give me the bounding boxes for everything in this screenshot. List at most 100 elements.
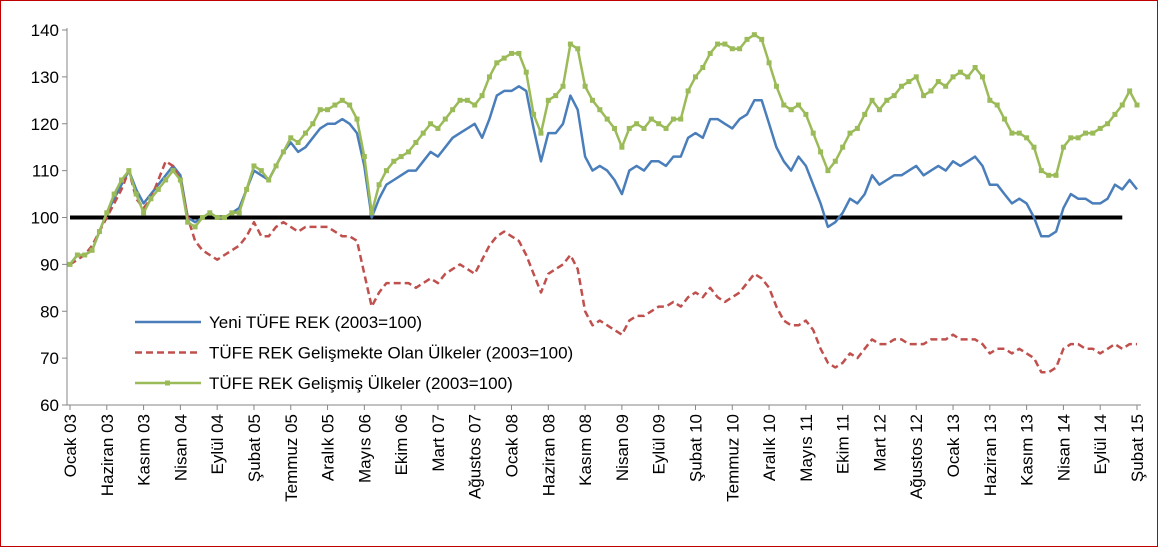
legend-label: TÜFE REK Gelişmiş Ülkeler (2003=100) [209,374,513,393]
series-marker [89,247,95,253]
x-tick-label: Ocak 08 [503,414,522,477]
series-marker [1097,125,1103,131]
series-marker [773,83,779,89]
series-line [69,160,1137,374]
series-marker [1002,116,1008,122]
y-tick-label: 100 [31,209,59,228]
series-marker [104,210,110,216]
series-marker [302,130,308,136]
series-marker [244,186,250,192]
series-marker [796,102,802,108]
series-marker [663,125,669,131]
series-marker [678,116,684,122]
series-marker [884,97,890,103]
series-marker [325,107,331,113]
y-tick-label: 110 [32,162,59,181]
series-marker [1127,88,1133,94]
y-tick-label: 60 [40,396,59,415]
series-marker [803,111,809,117]
series-marker [943,83,949,89]
legend-label: Yeni TÜFE REK (2003=100) [209,313,422,332]
series-marker [464,97,470,103]
series-marker [553,93,559,99]
series-marker [766,60,772,66]
series-marker [523,69,529,75]
series-marker [280,149,286,155]
series-marker [744,36,750,42]
series-marker [1105,121,1111,127]
series-marker [67,261,73,267]
series-marker [1046,172,1052,178]
series-marker [597,107,603,113]
series-marker [1031,144,1037,150]
series-marker [133,191,139,197]
series-marker [494,60,500,66]
series-marker [656,121,662,127]
x-tick-label: Haziran 13 [981,414,1000,496]
series-marker [207,210,213,216]
series-marker [457,97,463,103]
series-marker [126,168,132,174]
x-tick-label: Mart 07 [429,414,448,472]
series-marker [148,196,154,202]
x-tick-label: Haziran 03 [98,414,117,496]
series-marker [965,74,971,80]
series-marker [236,210,242,216]
series-marker [634,121,640,127]
series-marker [1075,135,1081,141]
x-tick-label: Eylül 04 [208,414,227,474]
series-marker [82,252,88,258]
series-marker [928,88,934,94]
series-marker [1053,172,1059,178]
x-tick-label: Temmuz 05 [282,414,301,502]
series-marker [347,102,353,108]
series-marker [74,252,80,258]
series-marker [332,102,338,108]
series-marker [501,55,507,61]
series-marker [435,125,441,131]
series-marker [825,168,831,174]
series-marker [1082,130,1088,136]
series-marker [641,125,647,131]
x-tick-label: Kasım 08 [576,414,595,486]
series-marker [751,32,757,38]
series-marker [310,121,316,127]
series-marker [273,163,279,169]
x-tick-label: Kasım 13 [1018,414,1037,486]
series-marker [428,121,434,127]
series-marker [935,79,941,85]
series-marker [847,130,853,136]
series-marker [170,168,176,174]
series-marker [1024,135,1030,141]
x-tick-label: Ekim 06 [392,414,411,475]
series-marker [715,41,721,47]
series-marker [538,130,544,136]
series-marker [163,177,169,183]
series-marker [288,135,294,141]
series-marker [266,177,272,183]
series-marker [1038,168,1044,174]
series-marker [840,144,846,150]
x-tick-label: Eylül 09 [650,414,669,474]
series-marker [391,158,397,164]
series-marker [692,74,698,80]
series-marker [229,210,235,216]
series-marker [251,163,257,169]
series-marker [361,154,367,160]
x-tick-label: Kasım 03 [135,414,154,486]
series-marker [876,107,882,113]
series-marker [832,158,838,164]
series-marker [509,50,515,56]
series-marker [339,97,345,103]
series-marker [199,215,205,220]
series-marker [862,111,868,117]
series-marker [950,74,956,80]
series-marker [1060,144,1066,150]
x-tick-label: Haziran 08 [539,414,558,496]
series-marker [729,46,735,52]
series-marker [648,116,654,122]
y-tick-label: 130 [31,68,59,87]
series-marker [818,149,824,155]
series-marker [1119,102,1125,108]
series-marker [913,74,919,80]
